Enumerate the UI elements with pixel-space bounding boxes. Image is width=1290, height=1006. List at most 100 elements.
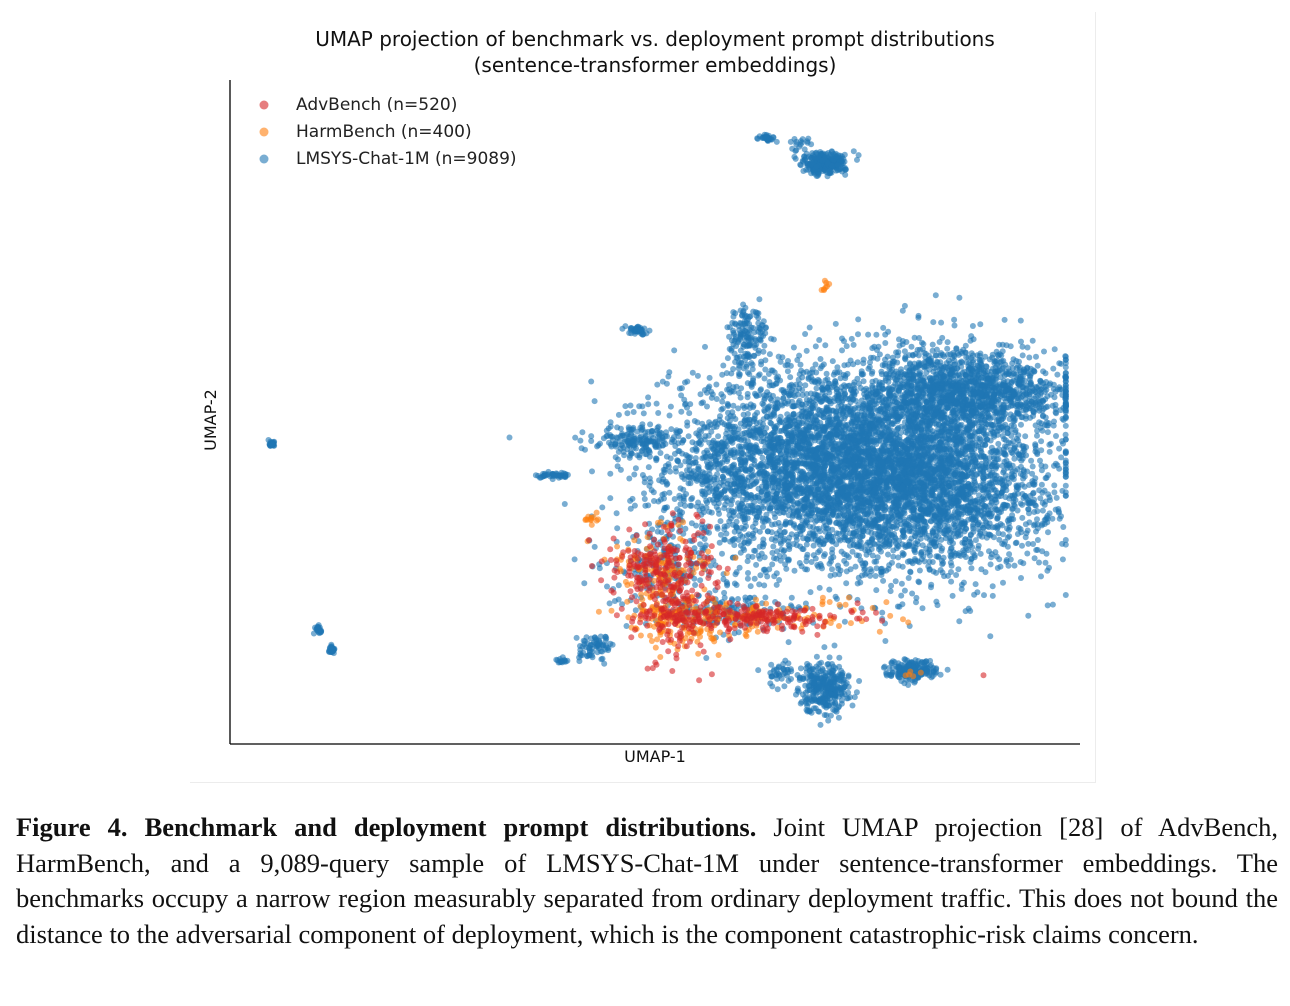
data-point [666,489,673,496]
data-point [762,366,769,373]
data-point [873,331,880,338]
data-point [665,463,672,470]
data-point [607,470,614,477]
data-point [627,505,634,512]
data-point [631,502,638,509]
data-point [626,475,633,482]
data-point [821,551,828,558]
data-point [911,334,918,341]
data-point [777,557,784,564]
data-point [773,570,780,577]
data-point [730,384,737,391]
data-point [1056,515,1063,522]
data-point [817,356,824,362]
data-point [803,558,810,565]
data-point [703,655,710,661]
data-point [812,343,819,350]
data-point [818,398,825,405]
data-point [995,530,1002,537]
data-point [774,405,781,412]
data-point [830,533,837,540]
data-point [761,582,768,589]
data-point [813,369,820,376]
data-point [694,372,701,379]
data-point [713,381,720,388]
data-point [834,364,841,371]
data-point [665,373,672,380]
data-point [1030,490,1036,497]
data-point [827,572,834,579]
data-point [1018,421,1024,428]
data-point [771,510,778,517]
data-point [898,592,905,599]
data-point [1019,514,1026,521]
data-point [1029,463,1036,470]
data-point [697,391,704,398]
data-point [807,523,813,530]
data-point [731,580,738,587]
data-point [956,618,963,625]
data-point [639,403,646,410]
data-point [735,426,742,433]
data-point [947,559,954,566]
data-point [769,549,776,556]
data-point [630,409,637,415]
data-point [877,405,884,412]
data-point [661,490,668,497]
data-point [684,404,690,411]
data-point [808,409,815,416]
data-point [1006,551,1013,558]
data-point [667,403,674,410]
data-point [1044,602,1051,609]
data-point [673,468,679,475]
data-point [761,375,768,382]
data-point [841,415,848,422]
data-point [1012,540,1019,547]
data-point [615,411,622,418]
data-point [663,380,670,387]
data-point [656,477,663,484]
data-point [642,502,649,509]
data-point [944,339,951,346]
data-point [790,344,797,351]
data-point [641,479,648,486]
data-point [744,558,751,565]
data-point [732,416,739,422]
data-point [859,572,865,579]
data-point [855,316,862,323]
data-point [780,395,787,402]
data-point [868,530,875,537]
data-point [770,543,777,550]
data-point [1000,469,1007,476]
data-point [841,362,848,369]
data-point [1012,468,1019,474]
data-point [572,434,579,441]
data-point [671,347,678,354]
data-point [793,542,800,549]
data-point [704,403,710,410]
data-point [775,353,782,360]
data-point [802,331,809,337]
data-point [720,362,727,369]
data-point [753,561,760,568]
data-point [839,347,845,354]
data-point [754,409,761,416]
data-point [841,618,848,625]
data-point [640,410,647,417]
data-point [761,554,768,561]
data-point [967,559,974,566]
data-point [858,397,865,404]
data-point [776,577,783,583]
data-point [1034,516,1040,523]
data-point [852,397,859,404]
data-point [737,394,744,401]
data-point [995,440,1002,447]
data-point [645,464,652,471]
data-point [1051,489,1058,496]
scatter-plot [229,80,1080,745]
data-point [919,605,926,612]
data-point [790,508,797,515]
data-point [688,496,695,503]
data-point [738,385,745,392]
data-point [1005,562,1012,569]
